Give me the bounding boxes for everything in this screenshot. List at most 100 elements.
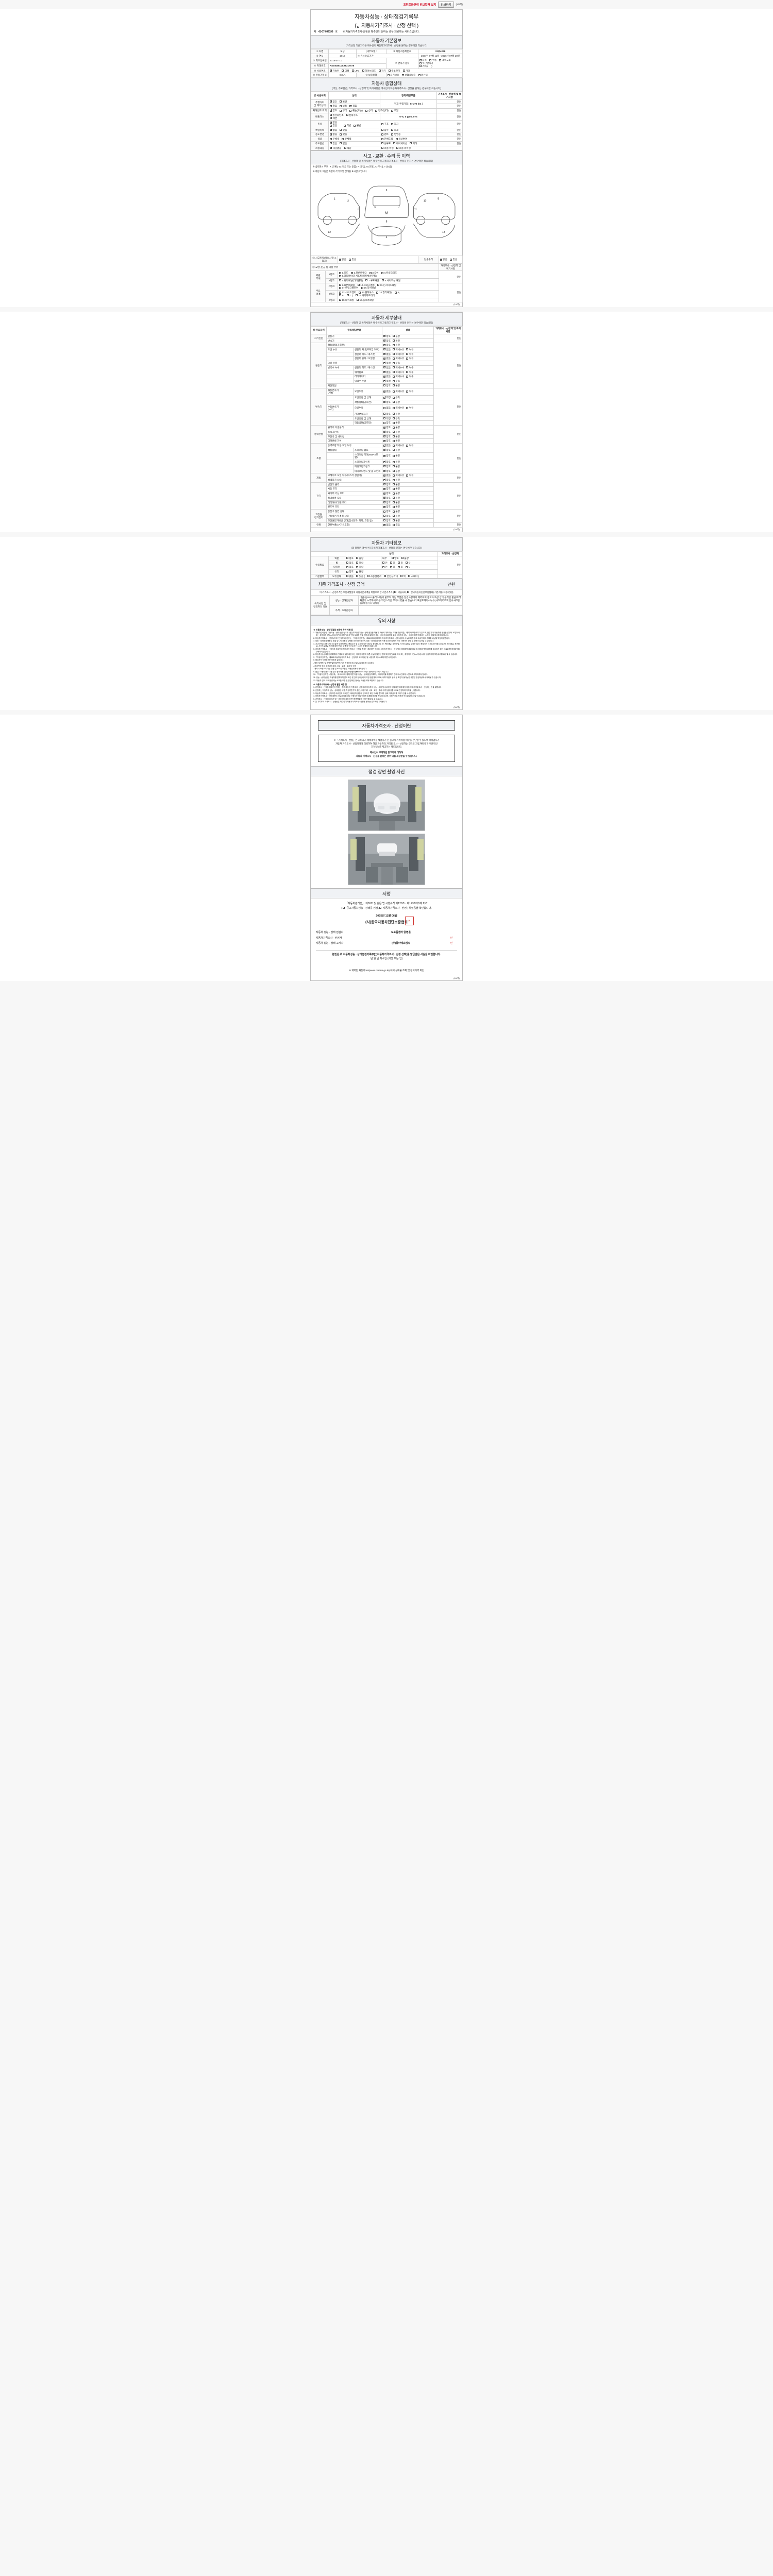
checkbox-etc-wheel-bad[interactable] [356,562,359,564]
checkbox-tuning-none[interactable] [330,121,332,124]
checkbox-special-fire[interactable] [391,129,394,131]
checkbox-양호[interactable] [383,510,386,513]
checkbox-tuning-yes[interactable] [330,124,332,127]
checkbox-양호[interactable] [383,478,386,482]
checkbox-warranty-none[interactable] [418,74,421,76]
checkbox-etc-inner-good[interactable] [391,557,394,560]
checkbox-mileage-mid[interactable] [340,105,342,107]
checkbox-양호[interactable] [383,492,386,495]
checkbox-emission-co[interactable] [330,114,332,116]
checkbox-미세누수[interactable] [392,371,395,374]
checkbox-etc-outer-bad[interactable] [356,557,359,560]
checkbox-part-sidesill[interactable] [382,279,384,282]
checkbox-누수[interactable] [406,371,409,374]
checkbox-vin-erased[interactable] [391,109,394,112]
checkbox-etc-tire-bad[interactable] [356,566,359,568]
checkbox-없음[interactable] [383,406,386,409]
checkbox-option-yes[interactable] [330,142,332,145]
checkbox-불량[interactable] [392,487,395,490]
checkbox-부족[interactable] [392,417,395,420]
checkbox-적정[interactable] [383,396,386,399]
checkbox-불량[interactable] [392,421,395,424]
checkbox-불량[interactable] [392,492,395,495]
checkbox-wheel-rear[interactable] [390,562,393,564]
checkbox-emission-smoke[interactable] [330,117,332,120]
checkbox-불량[interactable] [392,335,395,337]
checkbox-usechange-rent[interactable] [381,133,383,135]
checkbox-불량[interactable] [392,401,395,403]
checkbox-trans-auto[interactable] [419,59,422,62]
checkbox-누수[interactable] [406,366,409,369]
checkbox-불량[interactable] [392,461,395,463]
checkbox-etc-outer-good[interactable] [346,557,348,560]
checkbox-basic-triangle[interactable] [384,575,386,578]
checkbox-color-chromatic[interactable] [342,138,344,140]
checkbox-wheel-right[interactable] [406,562,408,564]
checkbox-special-none[interactable] [330,128,332,131]
checkbox-누유[interactable] [406,474,409,477]
checkbox-basic-spanner[interactable] [408,575,411,578]
checkbox-양호[interactable] [383,430,386,433]
checkbox-vin-different[interactable] [365,109,368,112]
checkbox-부족[interactable] [392,380,395,382]
checkbox-fuel-diesel[interactable] [342,70,344,72]
checkbox-vin-damaged[interactable] [349,109,352,112]
checkbox-미세누유[interactable] [392,348,395,351]
checkbox-part-frontfender[interactable] [351,272,354,274]
checkbox-미세누유[interactable] [392,444,395,447]
checkbox-part-pillarpanel[interactable] [376,291,379,294]
print-button[interactable]: 인쇄하기 [438,2,454,8]
checkbox-없음[interactable] [383,375,386,378]
checkbox-불량[interactable] [392,340,395,342]
checkbox-trans-semiauto[interactable] [439,59,442,61]
checkbox-mileage-high[interactable] [330,105,332,107]
checkbox-simplerepair-none[interactable] [440,258,443,261]
checkbox-fuel-gasoline[interactable] [330,69,332,72]
checkbox-part-trunklid[interactable] [381,272,383,274]
checkbox-누유[interactable] [406,353,409,355]
checkbox-양호[interactable] [383,344,386,347]
checkbox-tire-right[interactable] [406,566,408,568]
checkbox-vin-good[interactable] [330,109,332,112]
checkbox-양호[interactable] [383,339,386,342]
checkbox-part-insidepanel[interactable] [377,284,380,286]
checkbox-부족[interactable] [392,362,395,364]
checkbox-part-floorpanel[interactable] [357,299,359,301]
checkbox-불량[interactable] [392,344,395,346]
checkbox-없음[interactable] [383,390,386,393]
checkbox-etc-inner-bad[interactable] [401,557,404,560]
checkbox-tire-front[interactable] [382,566,384,568]
checkbox-양호[interactable] [383,454,386,457]
price-assessment-checkbox[interactable] [357,25,360,28]
checkbox-양호[interactable] [383,465,386,468]
checkbox-미세누유[interactable] [392,390,395,393]
checkbox-recall-notdone[interactable] [396,147,398,149]
checkbox-recall-done[interactable] [381,147,383,149]
checkbox-불량[interactable] [392,497,395,499]
checkbox-불량[interactable] [392,413,395,415]
checkbox-color-fullpaint[interactable] [381,138,383,140]
checkbox-color-changed[interactable] [395,138,398,140]
checkbox-usechange-yes[interactable] [340,133,342,135]
checkbox-양호[interactable] [383,501,386,504]
checkbox-누유[interactable] [406,348,409,351]
checkbox-wheel-front[interactable] [382,562,384,564]
checkbox-wheel-left[interactable] [398,562,400,564]
checkbox-tuning-legal[interactable] [344,124,346,127]
checkbox-accident-yes[interactable] [349,258,351,261]
checkbox-part-trunkfloor[interactable] [339,286,341,289]
checkbox-part-rearpanel[interactable] [361,286,363,289]
checkbox-part-dashpanel[interactable] [339,299,341,301]
checkbox-emission-hc[interactable] [346,114,348,116]
checkbox-양호[interactable] [383,487,386,490]
checkbox-part-pillar-c[interactable] [347,294,349,297]
checkbox-basis-engineers[interactable] [394,591,397,594]
checkbox-usechange-commercial[interactable] [391,133,394,135]
checkbox-basis-kadga[interactable] [407,591,410,594]
checkbox-누유[interactable] [406,406,409,409]
checkbox-적정[interactable] [383,361,386,365]
checkbox-trans-manual[interactable] [429,59,432,61]
checkbox-part-radiatorsupport[interactable] [339,275,341,277]
checkbox-tuning-structure[interactable] [381,123,383,125]
checkbox-part-wheelhouse[interactable] [359,291,361,294]
